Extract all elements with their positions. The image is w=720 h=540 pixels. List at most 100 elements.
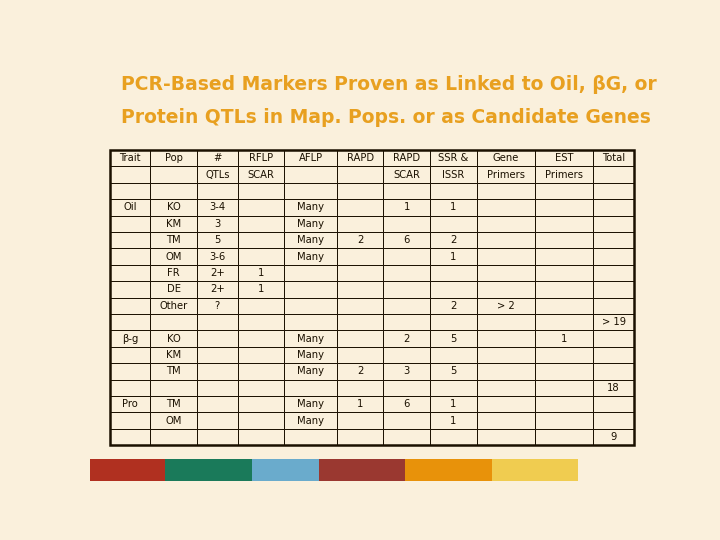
Bar: [384, 347, 430, 363]
Bar: [337, 330, 384, 347]
Bar: [337, 396, 384, 413]
Text: KM: KM: [166, 350, 181, 360]
Text: Many: Many: [297, 235, 324, 245]
Bar: [384, 330, 430, 347]
Text: Many: Many: [297, 416, 324, 426]
Bar: [197, 166, 238, 183]
Bar: [284, 166, 337, 183]
Text: QTLs: QTLs: [205, 170, 230, 180]
Bar: [150, 248, 197, 265]
Bar: [109, 183, 150, 199]
Bar: [109, 248, 150, 265]
Bar: [337, 314, 384, 330]
Text: 3: 3: [404, 367, 410, 376]
Bar: [477, 363, 535, 380]
Bar: [238, 215, 284, 232]
Text: Oil: Oil: [123, 202, 137, 212]
Bar: [337, 215, 384, 232]
Text: 2: 2: [450, 235, 456, 245]
Text: TM: TM: [166, 399, 181, 409]
Bar: [535, 248, 593, 265]
Text: Many: Many: [297, 350, 324, 360]
Bar: [477, 281, 535, 298]
Bar: [430, 314, 477, 330]
Text: 5: 5: [450, 334, 456, 343]
Bar: [535, 363, 593, 380]
Text: Many: Many: [297, 367, 324, 376]
Bar: [430, 396, 477, 413]
Bar: [284, 199, 337, 215]
Text: 1: 1: [404, 202, 410, 212]
Bar: [284, 150, 337, 166]
Bar: [430, 429, 477, 446]
Bar: [337, 150, 384, 166]
Bar: [109, 150, 150, 166]
Bar: [477, 183, 535, 199]
Bar: [319, 459, 405, 481]
Text: TM: TM: [166, 367, 181, 376]
Bar: [535, 396, 593, 413]
Bar: [535, 183, 593, 199]
Text: 1: 1: [450, 399, 456, 409]
Bar: [430, 166, 477, 183]
Bar: [109, 166, 150, 183]
Bar: [166, 459, 252, 481]
Text: SCAR: SCAR: [248, 170, 274, 180]
Bar: [150, 265, 197, 281]
Bar: [238, 166, 284, 183]
Bar: [238, 347, 284, 363]
Bar: [337, 248, 384, 265]
Bar: [593, 363, 634, 380]
Text: 3-4: 3-4: [210, 202, 225, 212]
Bar: [430, 183, 477, 199]
Text: FR: FR: [167, 268, 180, 278]
Text: KM: KM: [166, 219, 181, 229]
Bar: [430, 347, 477, 363]
Text: Total: Total: [602, 153, 625, 163]
Bar: [238, 199, 284, 215]
Bar: [477, 166, 535, 183]
Bar: [197, 413, 238, 429]
Bar: [197, 429, 238, 446]
Bar: [593, 166, 634, 183]
Bar: [384, 413, 430, 429]
Bar: [109, 363, 150, 380]
Bar: [535, 265, 593, 281]
Bar: [477, 232, 535, 248]
Bar: [337, 380, 384, 396]
Text: Primers: Primers: [487, 170, 525, 180]
Bar: [337, 429, 384, 446]
Bar: [150, 183, 197, 199]
Bar: [238, 281, 284, 298]
Bar: [109, 380, 150, 396]
Bar: [535, 215, 593, 232]
Bar: [477, 265, 535, 281]
Bar: [384, 363, 430, 380]
Text: OM: OM: [166, 416, 182, 426]
Text: 5: 5: [450, 367, 456, 376]
Bar: [109, 330, 150, 347]
Bar: [535, 314, 593, 330]
Bar: [593, 429, 634, 446]
Text: DE: DE: [166, 285, 181, 294]
Bar: [109, 199, 150, 215]
Bar: [197, 281, 238, 298]
Bar: [384, 248, 430, 265]
Bar: [284, 183, 337, 199]
Text: 1: 1: [450, 416, 456, 426]
Bar: [535, 166, 593, 183]
Bar: [384, 183, 430, 199]
Bar: [492, 459, 578, 481]
Bar: [150, 281, 197, 298]
Bar: [430, 363, 477, 380]
Bar: [284, 330, 337, 347]
Bar: [384, 396, 430, 413]
Bar: [535, 429, 593, 446]
Text: KO: KO: [167, 202, 181, 212]
Text: 2: 2: [357, 235, 364, 245]
Bar: [535, 281, 593, 298]
Text: ISSR: ISSR: [442, 170, 464, 180]
Text: 3: 3: [215, 219, 220, 229]
Bar: [384, 199, 430, 215]
Bar: [284, 429, 337, 446]
